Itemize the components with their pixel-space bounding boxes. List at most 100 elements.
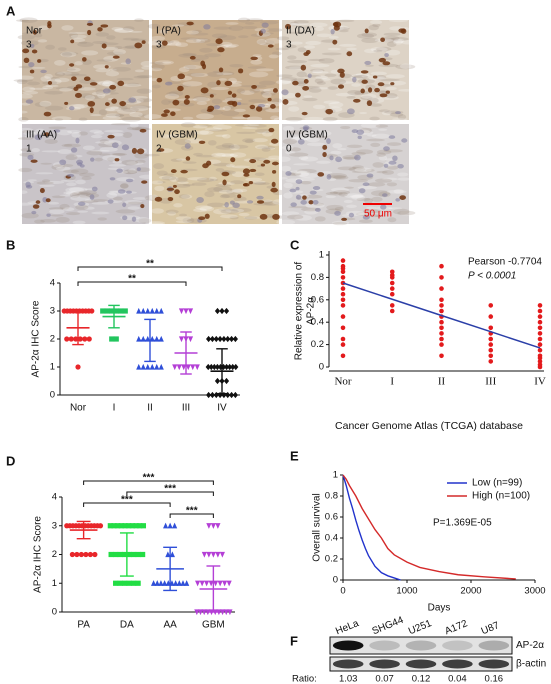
data-point <box>208 363 214 371</box>
x-tick-label: Nor <box>70 403 87 414</box>
texture <box>352 165 365 170</box>
texture <box>215 183 232 188</box>
texture <box>252 180 266 184</box>
texture <box>276 219 296 225</box>
nucleus <box>198 216 206 221</box>
texture <box>207 187 223 192</box>
texture <box>314 216 326 222</box>
texture <box>337 147 347 151</box>
texture <box>386 165 399 170</box>
data-point <box>209 335 216 343</box>
texture <box>393 38 405 44</box>
texture <box>65 191 79 195</box>
nucleus <box>64 101 69 105</box>
nucleus <box>330 28 335 35</box>
texture <box>113 49 126 55</box>
nucleus <box>185 156 191 161</box>
texture <box>270 115 280 121</box>
texture <box>281 145 294 150</box>
texture <box>320 131 332 136</box>
nucleus <box>43 111 52 117</box>
nucleus <box>263 159 271 164</box>
texture <box>36 181 54 185</box>
texture <box>61 52 73 57</box>
y-tick-label: 0 <box>333 575 338 586</box>
nucleus <box>341 217 348 221</box>
nucleus <box>69 63 75 67</box>
band <box>442 640 473 651</box>
nucleus <box>91 186 98 192</box>
texture <box>48 126 67 130</box>
nucleus <box>238 68 244 74</box>
data-point <box>223 307 230 315</box>
annotation: P=1.369E-05 <box>433 518 492 529</box>
nucleus <box>285 171 292 176</box>
texture <box>29 87 48 90</box>
texture <box>54 163 74 168</box>
nucleus <box>125 190 132 194</box>
texture <box>121 159 139 166</box>
texture <box>264 38 283 44</box>
texture <box>356 212 369 216</box>
nucleus <box>172 99 180 106</box>
data-point <box>340 269 346 275</box>
nucleus <box>374 87 380 93</box>
x-tick-label: 3000 <box>524 586 545 597</box>
nucleus <box>379 93 388 98</box>
data-point <box>167 522 173 529</box>
nucleus <box>217 47 225 53</box>
nucleus <box>256 195 264 200</box>
texture <box>83 95 103 100</box>
texture <box>151 44 166 49</box>
data-point <box>109 336 115 342</box>
data-point <box>206 523 212 529</box>
nucleus <box>231 93 237 98</box>
texture <box>356 197 371 202</box>
nucleus <box>362 182 370 187</box>
data-point <box>173 580 179 586</box>
texture <box>376 152 386 157</box>
texture <box>62 71 80 76</box>
micrograph-label: IV (GBM) <box>286 130 328 141</box>
nucleus <box>356 129 365 135</box>
texture <box>327 47 341 51</box>
texture <box>68 187 88 193</box>
texture <box>289 170 308 174</box>
nucleus <box>122 202 127 208</box>
nucleus <box>312 200 319 205</box>
data-point <box>217 335 223 343</box>
texture <box>346 204 357 209</box>
texture <box>207 81 219 88</box>
texture <box>131 105 152 109</box>
nucleus <box>25 99 34 104</box>
texture <box>339 81 354 84</box>
texture <box>79 190 97 195</box>
micrograph: IV (GBM) 0 <box>276 122 416 226</box>
texture <box>204 127 223 131</box>
texture <box>149 40 164 46</box>
nucleus <box>112 55 120 59</box>
data-point <box>201 609 207 616</box>
texture <box>199 130 210 135</box>
texture <box>293 163 310 166</box>
texture <box>128 30 143 33</box>
texture <box>31 147 40 153</box>
texture <box>195 154 215 158</box>
micrograph: II (DA) 3 <box>275 18 417 122</box>
band-label: β-actin <box>516 659 546 670</box>
texture <box>165 209 179 214</box>
data-point <box>340 353 346 359</box>
nucleus <box>71 76 77 81</box>
texture <box>388 207 403 210</box>
texture <box>370 19 383 25</box>
data-point <box>87 551 93 558</box>
texture <box>220 214 238 219</box>
texture <box>91 201 111 205</box>
texture <box>115 114 125 117</box>
texture <box>330 78 347 85</box>
texture <box>42 85 54 90</box>
texture <box>360 95 373 100</box>
texture <box>337 166 357 171</box>
texture <box>304 194 323 199</box>
texture <box>44 105 64 111</box>
